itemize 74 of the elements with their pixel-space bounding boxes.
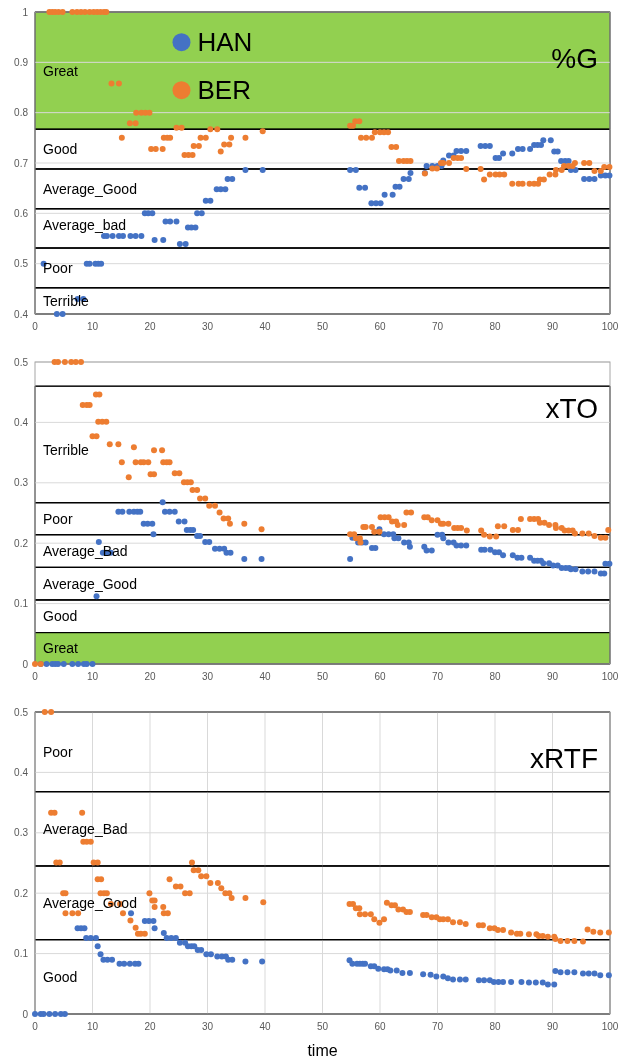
x-tick-label: 10	[86, 671, 99, 682]
x-tick-label: 20	[144, 671, 156, 682]
x-tick-label: 10	[86, 1021, 99, 1032]
y-tick-label: 0	[22, 1008, 29, 1020]
x-tick-label: 80	[489, 321, 501, 332]
y-tick-label: 0.1	[14, 598, 29, 610]
y-tick-label: 0.2	[14, 537, 29, 549]
x-tick-label: 40	[259, 1021, 271, 1032]
band-label: Average_Bad	[43, 543, 128, 560]
x-tick-label: 20	[144, 1021, 156, 1032]
band-label: Terrible	[43, 292, 90, 309]
y-tick-label: 0.3	[14, 827, 29, 839]
band-label: Great	[43, 62, 79, 79]
band-label: Terrible	[43, 442, 90, 459]
band-label: Average_Bad	[43, 820, 128, 837]
x-tick-label: 40	[259, 671, 271, 682]
band-label: Average_Good	[43, 180, 137, 197]
y-tick-label: 0.5	[14, 356, 29, 368]
x-tick-label: 30	[201, 671, 214, 682]
x-tick-label: 50	[316, 1021, 329, 1032]
band-label: Good	[43, 141, 78, 158]
x-tick-label: 80	[489, 1021, 501, 1032]
band-label: Poor	[43, 510, 73, 527]
text: %G	[551, 43, 598, 74]
x-tick-label: 70	[431, 321, 444, 332]
x-tick-label: 30	[201, 1021, 214, 1032]
x-tick-label: 100	[601, 1021, 619, 1032]
y-tick-label: 0.5	[14, 258, 29, 270]
y-tick-label: 0.8	[14, 107, 29, 119]
y-tick-label: 0.9	[14, 56, 29, 68]
y-tick-label: 0.1	[14, 948, 29, 960]
x-tick-label: 20	[144, 321, 156, 332]
x-tick-label: 30	[201, 321, 214, 332]
y-tick-label: 1	[22, 6, 29, 18]
x-tick-label: 90	[546, 671, 559, 682]
y-tick-label: 0.4	[14, 308, 29, 320]
x-tick-label: 70	[431, 1021, 444, 1032]
y-tick-label: 0.7	[14, 157, 29, 169]
y-tick-label: 0.3	[14, 477, 29, 489]
x-tick-label: 40	[259, 321, 271, 332]
x-tick-label: 60	[374, 671, 386, 682]
x-tick-label: 100	[601, 671, 619, 682]
band-label: Poor	[43, 743, 73, 760]
band-label: Great	[43, 640, 79, 657]
x-tick-label: 80	[489, 671, 501, 682]
x-tick-label: 100	[601, 321, 619, 332]
x-tick-label: 90	[546, 321, 559, 332]
band-label: Poor	[43, 259, 73, 276]
y-tick-label: 0	[22, 658, 29, 670]
y-tick-label: 0.2	[14, 887, 29, 899]
x-axis-title: time	[307, 1042, 338, 1059]
legend-label: HAN	[197, 27, 253, 58]
band-label: Good	[43, 968, 78, 985]
x-tick-label: 50	[316, 671, 329, 682]
x-tick-label: 0	[32, 1021, 39, 1032]
y-tick-label: 0.6	[14, 207, 29, 219]
y-tick-label: 0.4	[14, 416, 29, 428]
band-label: Good	[43, 608, 78, 625]
legend-label: BER	[197, 75, 251, 106]
text: xTO	[545, 393, 598, 424]
x-tick-label: 10	[86, 321, 99, 332]
band-label: Average_Good	[43, 894, 137, 911]
band-label: Average_Good	[43, 575, 137, 592]
band-label: Average_bad	[43, 217, 127, 234]
x-tick-label: 0	[32, 321, 39, 332]
y-tick-label: 0.5	[14, 706, 29, 718]
x-tick-label: 70	[431, 671, 444, 682]
x-tick-label: 90	[546, 1021, 559, 1032]
x-tick-label: 50	[316, 321, 329, 332]
x-tick-label: 60	[374, 321, 386, 332]
y-tick-label: 0.4	[14, 766, 29, 778]
x-tick-label: 0	[32, 671, 39, 682]
text: xRTF	[530, 743, 598, 774]
x-tick-label: 60	[374, 1021, 386, 1032]
